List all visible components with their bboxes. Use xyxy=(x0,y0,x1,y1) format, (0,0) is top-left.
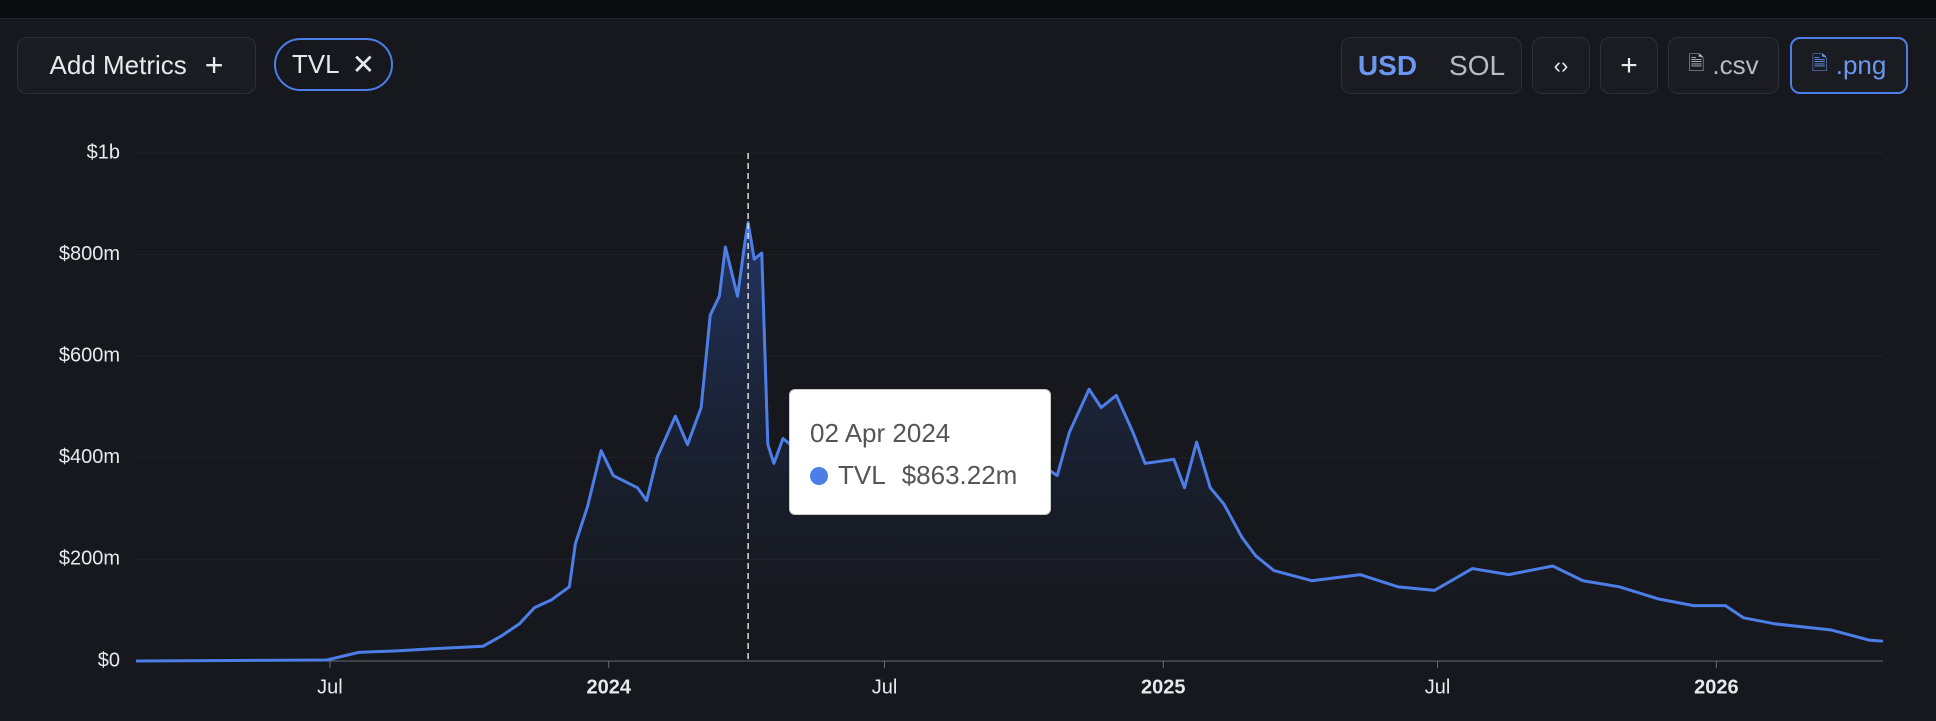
currency-option[interactable]: SOL xyxy=(1449,49,1506,81)
x-tick-label: 2025 xyxy=(1141,676,1186,698)
x-tick-label: Jul xyxy=(872,676,898,698)
csv-button[interactable]: 🗎 .csv xyxy=(1668,37,1779,94)
label: .csv xyxy=(1712,50,1759,80)
png-button[interactable]: 🗎 .png xyxy=(1790,37,1908,94)
tooltip-value: $863.22m xyxy=(901,460,1018,490)
tooltip-series: TVL xyxy=(838,460,886,490)
label: Add Metrics xyxy=(49,50,187,80)
tooltip-date: 02 Apr 2024 xyxy=(810,418,951,448)
y-tick-label: $800m xyxy=(59,243,120,265)
currency-option[interactable]: USD xyxy=(1357,49,1418,81)
y-tick-label: $200m xyxy=(59,548,120,570)
legend-dot xyxy=(810,466,828,485)
file-icon: 🗎 xyxy=(1811,52,1828,75)
x-tick-label: 2026 xyxy=(1694,676,1739,698)
tooltip: 02 Apr 2024 TVL $863.22m xyxy=(789,389,1051,515)
x-tick-label: Jul xyxy=(1425,676,1451,698)
metric-chip[interactable]: TVL ✕ xyxy=(274,38,393,91)
y-tick-label: $1b xyxy=(87,141,120,163)
currency-toggle: USD SOL xyxy=(1341,37,1522,94)
y-tick-label: $600m xyxy=(59,344,120,366)
add-metrics-button[interactable]: Add Metrics + xyxy=(17,37,256,94)
label: TVL xyxy=(291,49,340,79)
embed-button[interactable]: ‹› xyxy=(1532,37,1590,94)
y-tick-label: $0 xyxy=(98,649,120,671)
add-button[interactable]: + xyxy=(1600,37,1658,94)
y-tick-label: $400m xyxy=(59,446,120,468)
label: .png xyxy=(1835,50,1887,80)
x-tick-label: Jul xyxy=(317,676,343,698)
x-tick-label: 2024 xyxy=(586,676,631,698)
plus-icon: + xyxy=(204,47,224,83)
close-icon: ✕ xyxy=(351,49,376,80)
file-icon: 🗎 xyxy=(1688,52,1705,75)
area xyxy=(136,222,1883,661)
